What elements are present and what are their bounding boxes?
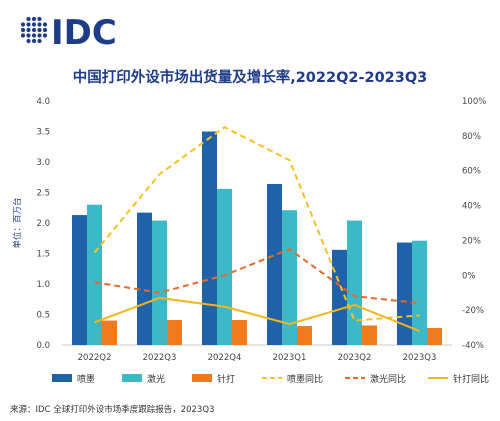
line-dot_yoy: [94, 296, 420, 332]
bar-dot: [427, 327, 442, 345]
x-tick-label: 2023Q1: [273, 353, 307, 363]
logo-dot: [20, 27, 26, 33]
legend-label: 针打同比: [453, 373, 489, 385]
y2-tick-label: 100%: [462, 97, 486, 107]
logo-dot: [37, 38, 42, 44]
y-tick-label: 1.0: [36, 280, 50, 290]
bar-inkjet: [137, 212, 152, 345]
legend-swatch: [192, 374, 212, 382]
y-tick-label: 4.0: [36, 97, 50, 107]
y-tick-label: 3.5: [36, 128, 50, 138]
bar-dot: [232, 319, 247, 345]
y-tick-label: 1.5: [36, 250, 50, 260]
y-tick-label: 0.5: [36, 311, 50, 321]
bar-inkjet: [267, 183, 282, 345]
y-tick-label: 0.0: [36, 341, 50, 351]
bar-dot: [362, 325, 377, 345]
logo-dot: [26, 22, 31, 27]
bar-laser: [152, 220, 167, 345]
x-tick-label: 2022Q4: [208, 353, 242, 363]
line-laser_yoy: [94, 248, 420, 305]
bar-laser: [217, 188, 232, 345]
bar-laser: [282, 210, 297, 345]
logo-dot: [37, 22, 42, 27]
logo-dot: [37, 33, 42, 38]
source-note: 来源：IDC 全球打印外设市场季度跟踪报告，2023Q3: [10, 405, 215, 415]
legend-label: 激光同比: [370, 373, 406, 385]
legend-swatch: [52, 374, 72, 382]
y2-tick-label: 60%: [462, 167, 481, 177]
x-tick-label: 2022Q2: [78, 353, 112, 363]
idc-logo: IDC: [17, 10, 117, 53]
line-inkjet_yoy: [93, 125, 420, 322]
logo-dot: [31, 22, 37, 27]
logo-dot: [26, 33, 31, 38]
logo-dot: [20, 33, 26, 38]
logo-dot: [26, 38, 31, 44]
legend-label: 喷墨同比: [287, 373, 323, 385]
chart-area: 0.0 0.5 1.0 1.5 2.0 2.5 3.0 3.5 4.0 -40% -20% 0% 20%…: [12, 97, 489, 385]
x-tick-label: 2023Q3: [403, 353, 437, 363]
chart-title: 中国打印外设市场出货量及增长率,2022Q2-2023Q3: [72, 70, 428, 86]
bar-laser: [87, 204, 102, 345]
y-tick-label: 3.0: [36, 158, 50, 168]
bar-laser: [412, 240, 427, 345]
logo-dot: [37, 16, 42, 22]
x-tick-label: 2023Q2: [338, 353, 372, 363]
logo-dot: [42, 27, 48, 33]
y2-tick-label: -40%: [462, 341, 484, 351]
y2-tick-label: 80%: [462, 132, 481, 142]
y-axis-label: 单位：百万台: [12, 197, 23, 248]
logo-dot: [42, 22, 48, 27]
logo-dots: [20, 16, 48, 44]
legend-label: 针打: [217, 373, 235, 385]
logo-dot: [31, 38, 37, 44]
y-tick-label: 2.5: [36, 189, 50, 199]
logo-dot: [31, 16, 37, 22]
bar-inkjet: [397, 242, 412, 345]
y2-tick-label: 40%: [462, 202, 481, 212]
legend-swatch: [122, 374, 142, 382]
y2-tick-label: 0%: [462, 271, 476, 281]
bar-inkjet: [332, 249, 347, 345]
logo-dot: [42, 33, 48, 38]
bar-inkjet: [202, 131, 217, 345]
logo-dot: [31, 33, 37, 38]
logo-dot: [26, 16, 31, 22]
legend-label: 激光: [147, 373, 165, 385]
logo-dot: [31, 27, 37, 33]
logo-dot: [20, 22, 26, 27]
legend-label: 喷墨: [77, 374, 95, 385]
bar-dot: [102, 320, 117, 345]
bar-dot: [297, 326, 312, 345]
y2-tick-label: 20%: [462, 236, 481, 246]
x-tick-label: 2022Q3: [143, 353, 177, 363]
y-tick-label: 2.0: [36, 219, 50, 229]
logo-dot: [37, 27, 42, 33]
bar-dot: [167, 319, 182, 345]
bar-inkjet: [72, 215, 87, 345]
y2-tick-label: -20%: [462, 306, 484, 316]
logo-dot: [26, 27, 31, 33]
logo-text: IDC: [51, 13, 117, 50]
bar-laser: [347, 220, 362, 345]
